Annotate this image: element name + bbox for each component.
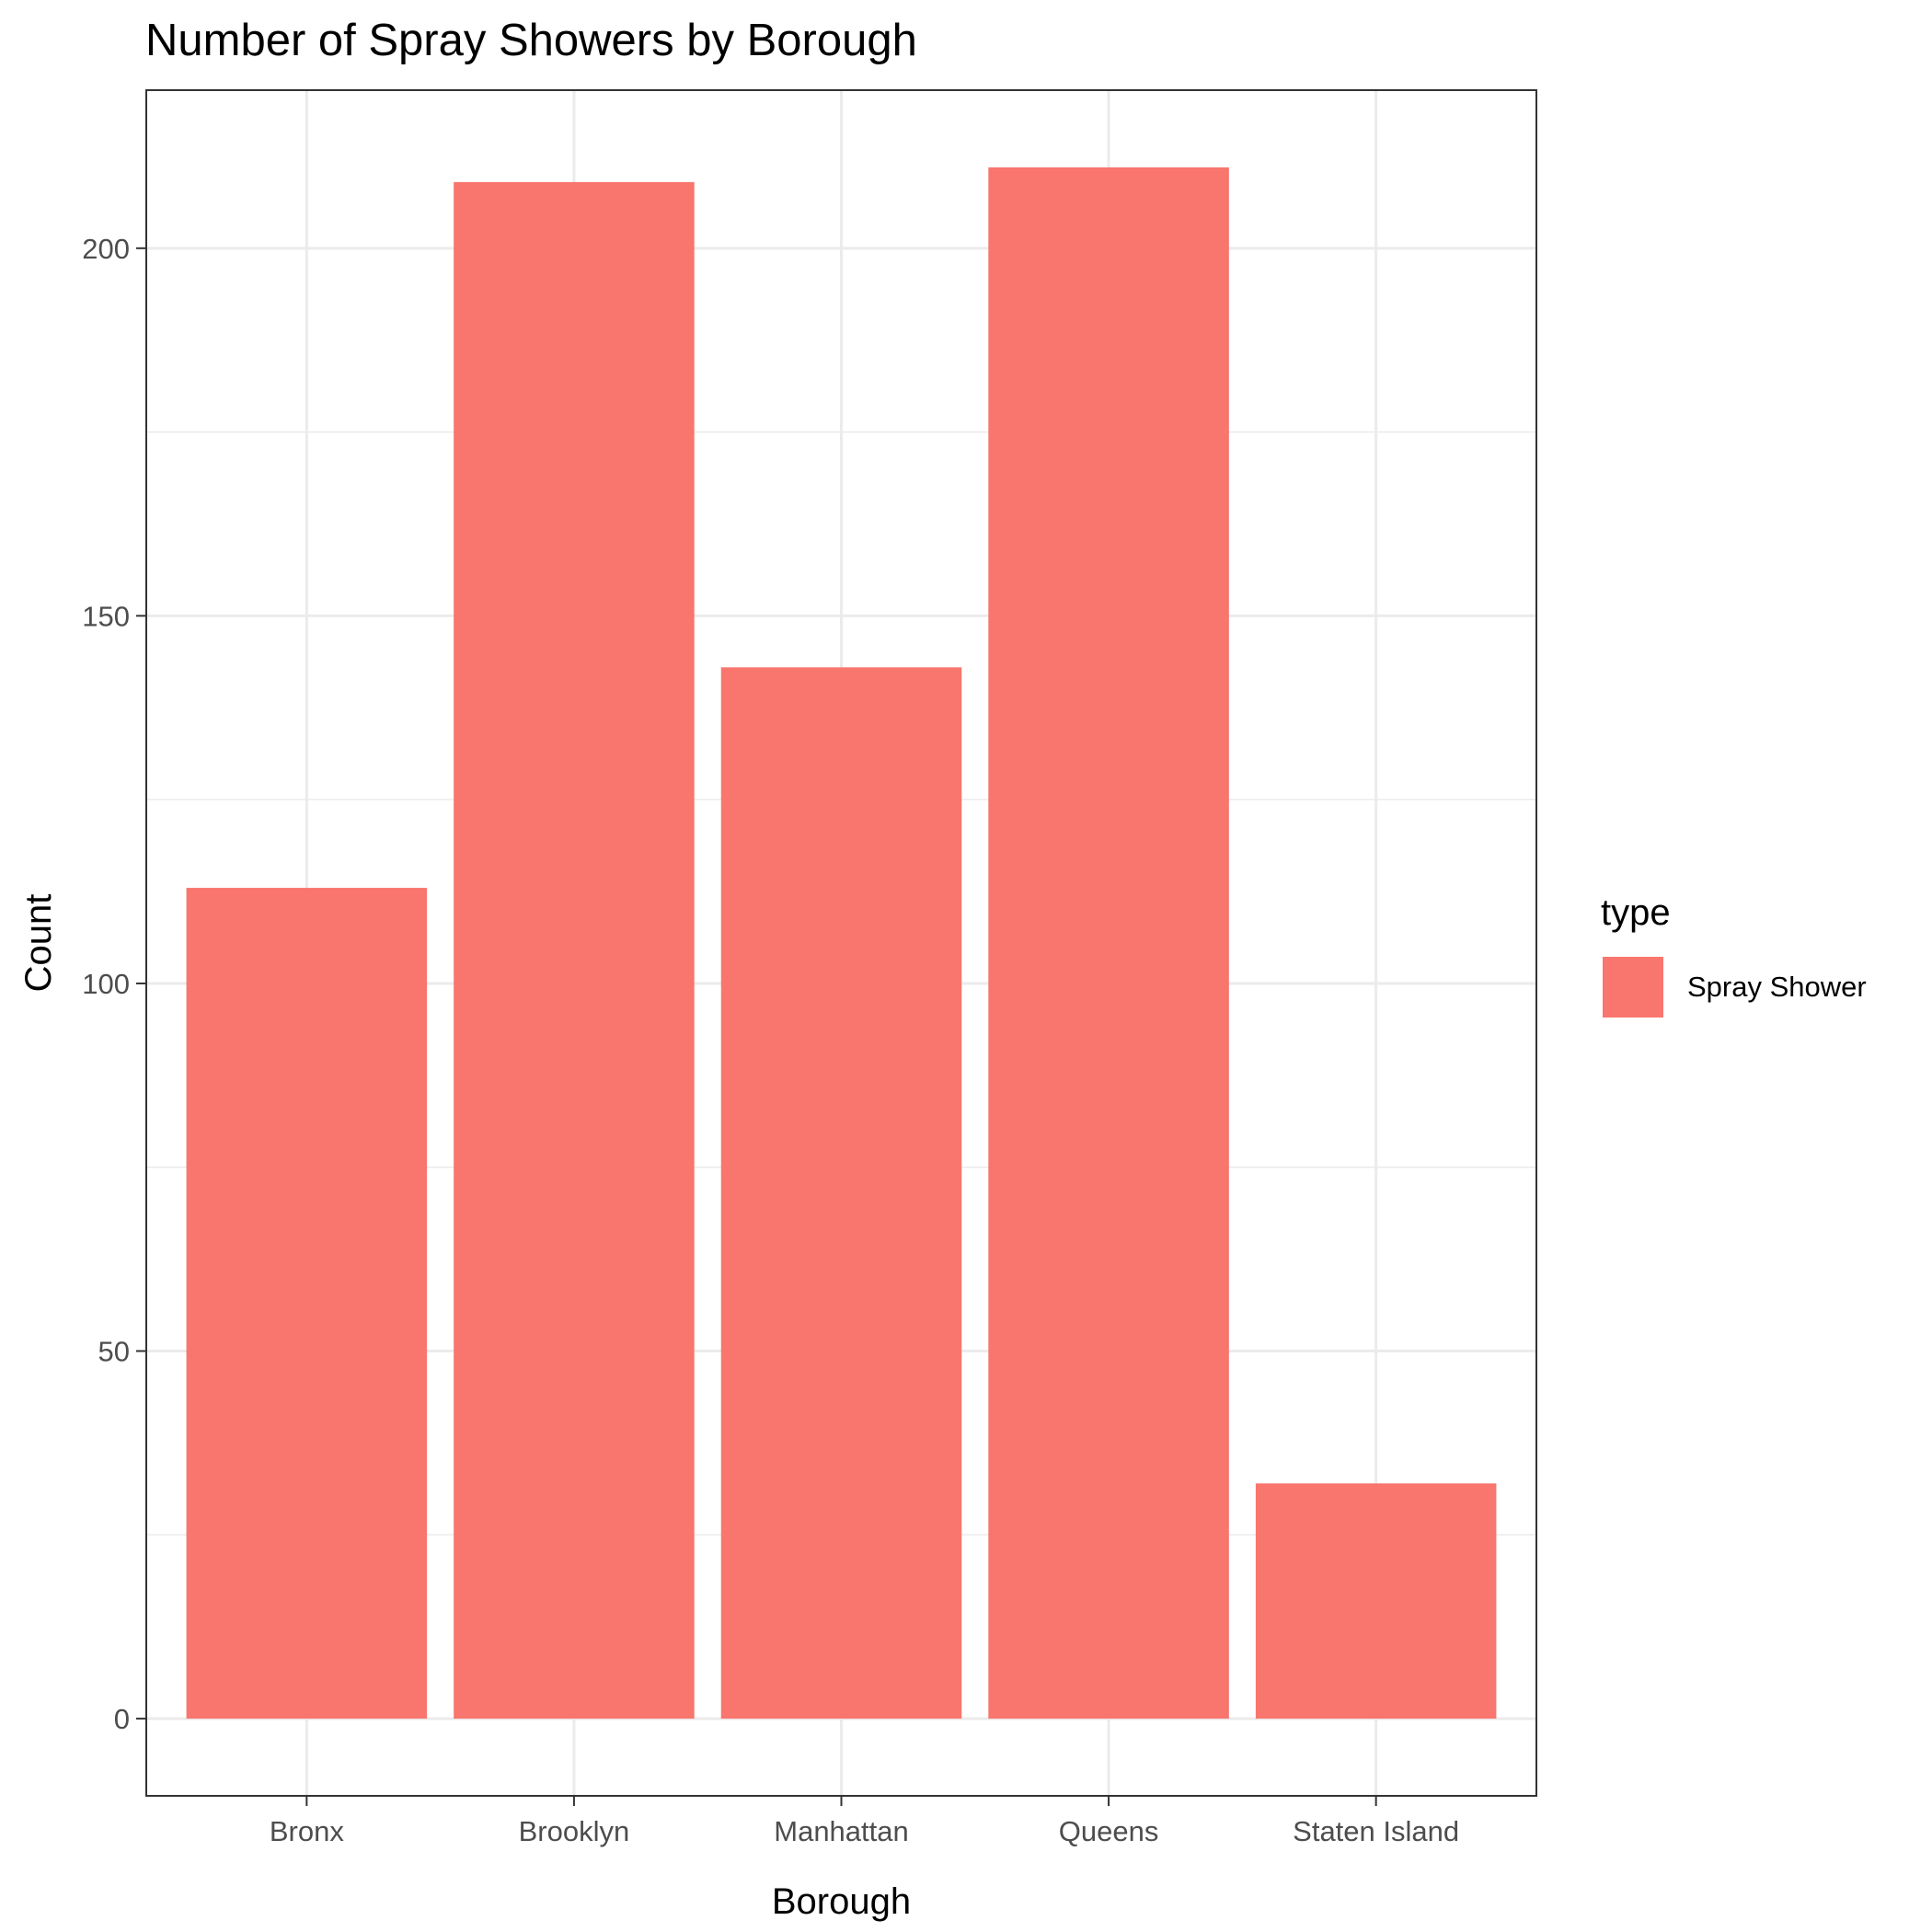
chart-title: Number of Spray Showers by Borough xyxy=(145,16,917,65)
x-tick-label: Bronx xyxy=(270,1815,344,1847)
y-tick-label: 200 xyxy=(82,233,130,265)
y-tick-label: 50 xyxy=(98,1336,130,1368)
y-axis: 0 50 100 150 200 xyxy=(82,233,146,1735)
x-tick-label: Staten Island xyxy=(1293,1815,1459,1847)
x-tick-label: Queens xyxy=(1059,1815,1159,1847)
bar-brooklyn xyxy=(454,181,695,1719)
x-tick-label: Manhattan xyxy=(774,1815,909,1847)
x-tick-label: Brooklyn xyxy=(519,1815,630,1847)
legend-title: type xyxy=(1601,892,1671,933)
x-axis: Bronx Brooklyn Manhattan Queens Staten Islan… xyxy=(270,1796,1459,1847)
legend: type Spray Shower xyxy=(1601,892,1867,1018)
bar-queens xyxy=(988,167,1229,1719)
y-tick-label: 100 xyxy=(82,968,130,1000)
bar-manhattan xyxy=(720,667,962,1719)
legend-key-spray-shower xyxy=(1603,957,1663,1018)
y-tick-label: 0 xyxy=(114,1703,130,1735)
bar-bronx xyxy=(186,888,428,1719)
legend-label-spray-shower: Spray Shower xyxy=(1687,971,1867,1003)
x-axis-title: Borough xyxy=(772,1881,911,1922)
bars xyxy=(186,167,1497,1719)
y-axis-title: Count xyxy=(18,894,59,993)
y-tick-label: 150 xyxy=(82,600,130,632)
bar-staten-island xyxy=(1255,1483,1497,1719)
